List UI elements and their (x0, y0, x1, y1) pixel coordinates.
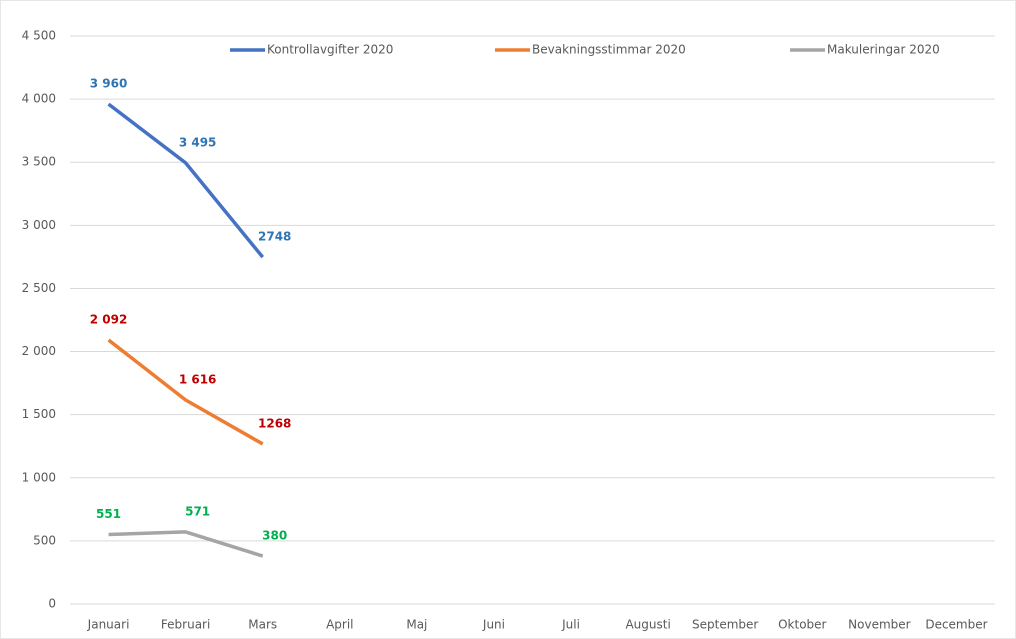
y-tick-label: 1 500 (22, 407, 56, 421)
y-tick-label: 2 000 (22, 344, 56, 358)
data-label: 1268 (258, 416, 291, 430)
y-tick-label: 4 000 (22, 92, 56, 106)
x-tick-label: Juli (561, 618, 580, 632)
x-tick-label: Oktober (778, 618, 826, 632)
series-line (107, 102, 265, 259)
x-tick-label: Augusti (625, 618, 670, 632)
data-label: 2748 (258, 230, 291, 244)
x-tick-label: Januari (87, 618, 130, 632)
legend-label: Kontrollavgifter 2020 (267, 43, 393, 57)
x-tick-label: December (925, 618, 987, 632)
y-tick-label: 1 000 (22, 470, 56, 484)
x-tick-label: September (692, 618, 758, 632)
data-label: 551 (96, 507, 121, 521)
x-tick-label: Februari (161, 618, 210, 632)
y-tick-label: 4 500 (22, 29, 56, 43)
series-line (107, 338, 264, 446)
y-tick-label: 3 500 (22, 155, 56, 169)
x-tick-label: Mars (248, 618, 277, 632)
x-tick-label: April (326, 618, 353, 632)
y-tick-label: 2 500 (22, 281, 56, 295)
x-tick-label: November (848, 618, 910, 632)
x-tick-label: Maj (406, 618, 427, 632)
y-tick-label: 500 (33, 533, 56, 547)
legend-label: Bevakningsstimmar 2020 (532, 43, 686, 57)
y-tick-label: 3 000 (22, 218, 56, 232)
data-label: 2 092 (90, 312, 128, 326)
data-label: 1 616 (179, 373, 217, 387)
data-label: 3 960 (90, 77, 128, 91)
legend-label: Makuleringar 2020 (827, 43, 940, 57)
data-label: 380 (262, 529, 287, 543)
data-label: 571 (185, 504, 210, 518)
data-label: 3 495 (179, 135, 217, 149)
series-line (108, 530, 264, 558)
x-tick-label: Juni (482, 618, 505, 632)
y-tick-label: 0 (48, 597, 56, 611)
